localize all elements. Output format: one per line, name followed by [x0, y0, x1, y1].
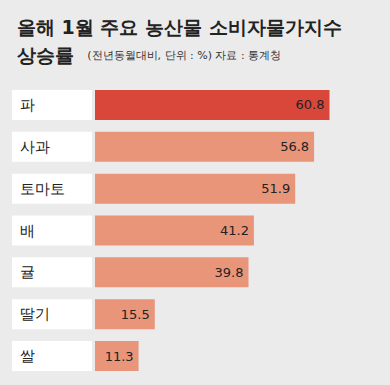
svg-text:딸기: 딸기 — [20, 305, 50, 323]
svg-text:파: 파 — [20, 96, 35, 114]
svg-text:올해 1월 주요 농산물 소비자물가지수: 올해 1월 주요 농산물 소비자물가지수 — [17, 16, 342, 38]
svg-text:귤: 귤 — [20, 263, 35, 281]
svg-text:56.8: 56.8 — [280, 139, 309, 154]
svg-text:상승률: 상승률 — [17, 44, 87, 66]
svg-text:(전년동월대비, 단위 : %) 자료 : 통계청: (전년동월대비, 단위 : %) 자료 : 통계청 — [87, 49, 281, 62]
svg-text:41.2: 41.2 — [220, 223, 249, 238]
svg-text:배: 배 — [20, 222, 35, 240]
svg-text:51.9: 51.9 — [261, 181, 290, 196]
svg-text:쌀: 쌀 — [20, 347, 35, 365]
svg-text:15.5: 15.5 — [121, 307, 150, 322]
svg-text:60.8: 60.8 — [296, 97, 325, 112]
svg-text:토마토: 토마토 — [20, 180, 65, 198]
svg-text:11.3: 11.3 — [105, 349, 134, 364]
svg-text:39.8: 39.8 — [215, 265, 244, 280]
svg-text:사과: 사과 — [20, 138, 50, 156]
